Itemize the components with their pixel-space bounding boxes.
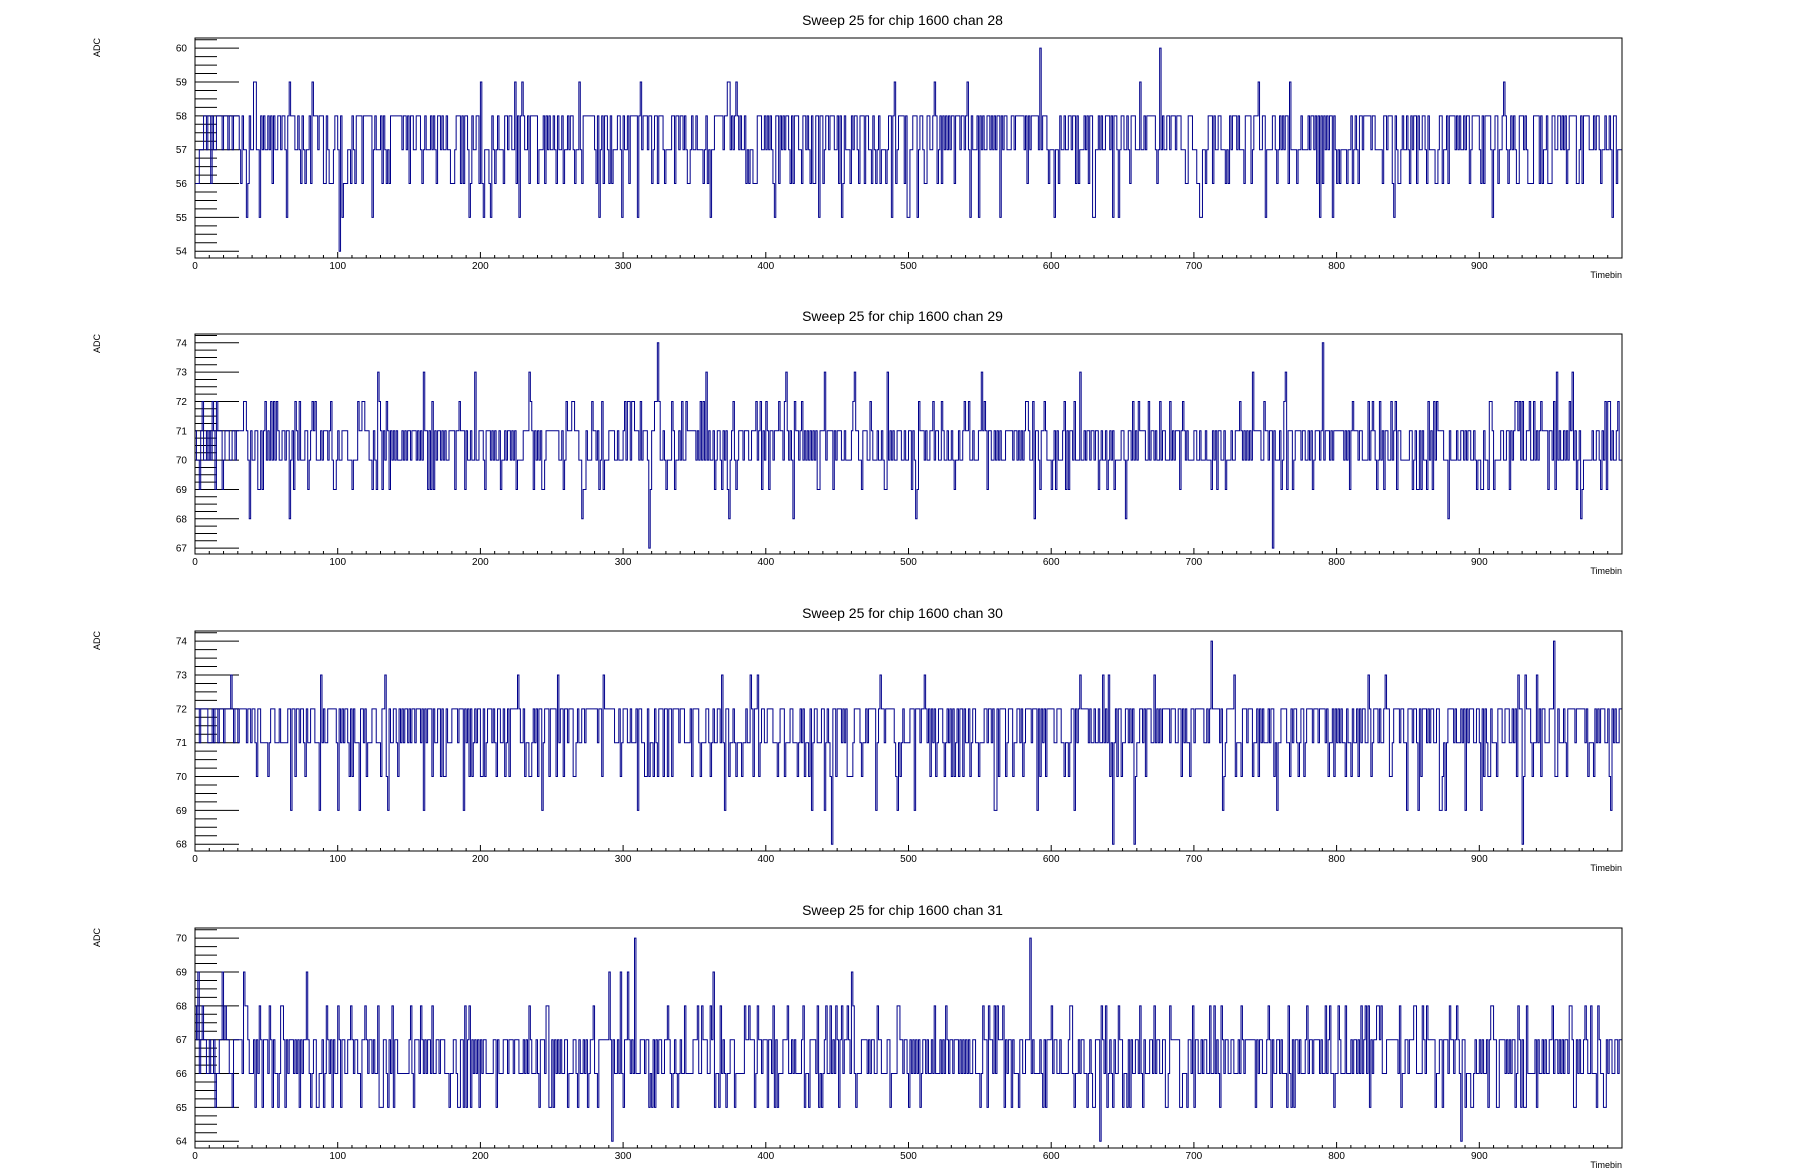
x-tick-label: 700 bbox=[1186, 261, 1203, 272]
x-tick-label: 100 bbox=[329, 557, 346, 568]
x-tick-label: 500 bbox=[900, 1151, 917, 1162]
chart-panel-3: Sweep 25 for chip 1600 chan 31 ADC Timebin… bbox=[92, 902, 1623, 1170]
chart-title: Sweep 25 for chip 1600 chan 29 bbox=[802, 308, 1003, 324]
x-tick-label: 0 bbox=[192, 854, 198, 865]
y-tick-label: 60 bbox=[176, 44, 188, 55]
y-tick-label: 69 bbox=[176, 968, 188, 979]
y-tick-label: 58 bbox=[176, 111, 188, 122]
x-tick-label: 300 bbox=[615, 1151, 632, 1162]
x-axis-label: Timebin bbox=[1590, 270, 1622, 280]
x-tick-label: 400 bbox=[757, 1151, 774, 1162]
y-tick-label: 56 bbox=[176, 179, 188, 190]
x-tick-label: 800 bbox=[1328, 1151, 1345, 1162]
x-tick-label: 600 bbox=[1043, 557, 1060, 568]
x-tick-label: 400 bbox=[757, 854, 774, 865]
chart-panel-2: Sweep 25 for chip 1600 chan 30 ADC Timebin… bbox=[92, 605, 1623, 873]
x-tick-label: 700 bbox=[1186, 854, 1203, 865]
series-line bbox=[195, 937, 1622, 1142]
x-tick-label: 500 bbox=[900, 261, 917, 272]
x-tick-label: 200 bbox=[472, 261, 489, 272]
x-tick-label: 100 bbox=[329, 261, 346, 272]
x-tick-label: 0 bbox=[192, 557, 198, 568]
x-tick-label: 400 bbox=[757, 557, 774, 568]
x-tick-label: 900 bbox=[1471, 1151, 1488, 1162]
x-tick-label: 300 bbox=[615, 261, 632, 272]
x-tick-label: 200 bbox=[472, 1151, 489, 1162]
x-tick-label: 600 bbox=[1043, 261, 1060, 272]
x-tick-label: 700 bbox=[1186, 1151, 1203, 1162]
y-tick-label: 72 bbox=[176, 397, 188, 408]
x-tick-label: 300 bbox=[615, 557, 632, 568]
chart-title: Sweep 25 for chip 1600 chan 30 bbox=[802, 605, 1003, 621]
plot-frame bbox=[194, 333, 1623, 555]
y-tick-label: 73 bbox=[176, 368, 188, 379]
y-tick-label: 65 bbox=[176, 1103, 188, 1114]
y-tick-label: 68 bbox=[176, 840, 188, 851]
y-axis-label: ADC bbox=[92, 631, 102, 651]
y-tick-label: 74 bbox=[176, 637, 188, 648]
y-tick-label: 69 bbox=[176, 485, 188, 496]
y-tick-label: 69 bbox=[176, 806, 188, 817]
y-tick-label: 68 bbox=[176, 1001, 188, 1012]
y-tick-label: 70 bbox=[176, 934, 188, 945]
x-tick-label: 300 bbox=[615, 854, 632, 865]
x-tick-label: 500 bbox=[900, 854, 917, 865]
y-axis-label: ADC bbox=[92, 928, 102, 948]
y-axis-label: ADC bbox=[92, 38, 102, 58]
x-tick-label: 900 bbox=[1471, 557, 1488, 568]
y-tick-label: 70 bbox=[176, 456, 188, 467]
y-tick-label: 73 bbox=[176, 671, 188, 682]
x-tick-label: 800 bbox=[1328, 854, 1345, 865]
y-tick-label: 71 bbox=[176, 738, 188, 749]
x-tick-label: 700 bbox=[1186, 557, 1203, 568]
chart-panel-1: Sweep 25 for chip 1600 chan 29 ADC Timebin… bbox=[92, 308, 1623, 576]
plot-frame bbox=[194, 927, 1623, 1149]
y-tick-label: 67 bbox=[176, 1035, 188, 1046]
y-axis-label: ADC bbox=[92, 334, 102, 354]
x-tick-label: 0 bbox=[192, 1151, 198, 1162]
y-tick-label: 67 bbox=[176, 544, 188, 555]
x-tick-label: 900 bbox=[1471, 261, 1488, 272]
y-tick-label: 68 bbox=[176, 514, 188, 525]
plot-frame bbox=[194, 37, 1623, 259]
y-tick-label: 54 bbox=[176, 247, 188, 258]
x-tick-label: 800 bbox=[1328, 261, 1345, 272]
chart-title: Sweep 25 for chip 1600 chan 28 bbox=[802, 12, 1003, 28]
x-axis-label: Timebin bbox=[1590, 1160, 1622, 1170]
x-axis-label: Timebin bbox=[1590, 566, 1622, 576]
y-tick-label: 57 bbox=[176, 145, 188, 156]
y-tick-label: 59 bbox=[176, 78, 188, 89]
plot-frame bbox=[194, 630, 1623, 852]
x-tick-label: 600 bbox=[1043, 854, 1060, 865]
y-tick-label: 64 bbox=[176, 1137, 188, 1148]
series-line bbox=[195, 640, 1622, 845]
series-line bbox=[195, 47, 1622, 252]
y-tick-label: 66 bbox=[176, 1069, 188, 1080]
x-tick-label: 400 bbox=[757, 261, 774, 272]
x-tick-label: 0 bbox=[192, 261, 198, 272]
x-tick-label: 800 bbox=[1328, 557, 1345, 568]
x-tick-label: 600 bbox=[1043, 1151, 1060, 1162]
y-tick-label: 74 bbox=[176, 338, 188, 349]
chart-title: Sweep 25 for chip 1600 chan 31 bbox=[802, 902, 1003, 918]
x-tick-label: 200 bbox=[472, 854, 489, 865]
x-tick-label: 500 bbox=[900, 557, 917, 568]
y-tick-label: 72 bbox=[176, 704, 188, 715]
x-tick-label: 100 bbox=[329, 1151, 346, 1162]
chart-panel-0: Sweep 25 for chip 1600 chan 28 ADC Timebin… bbox=[92, 12, 1623, 280]
y-tick-label: 70 bbox=[176, 772, 188, 783]
x-tick-label: 900 bbox=[1471, 854, 1488, 865]
x-axis-label: Timebin bbox=[1590, 863, 1622, 873]
series-line bbox=[195, 342, 1622, 549]
y-tick-label: 55 bbox=[176, 213, 188, 224]
x-tick-label: 100 bbox=[329, 854, 346, 865]
x-tick-label: 200 bbox=[472, 557, 489, 568]
y-tick-label: 71 bbox=[176, 426, 188, 437]
